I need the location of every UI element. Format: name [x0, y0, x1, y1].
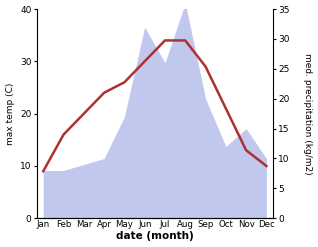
X-axis label: date (month): date (month) — [116, 231, 194, 242]
Y-axis label: max temp (C): max temp (C) — [5, 82, 15, 145]
Y-axis label: med. precipitation (kg/m2): med. precipitation (kg/m2) — [303, 53, 313, 174]
